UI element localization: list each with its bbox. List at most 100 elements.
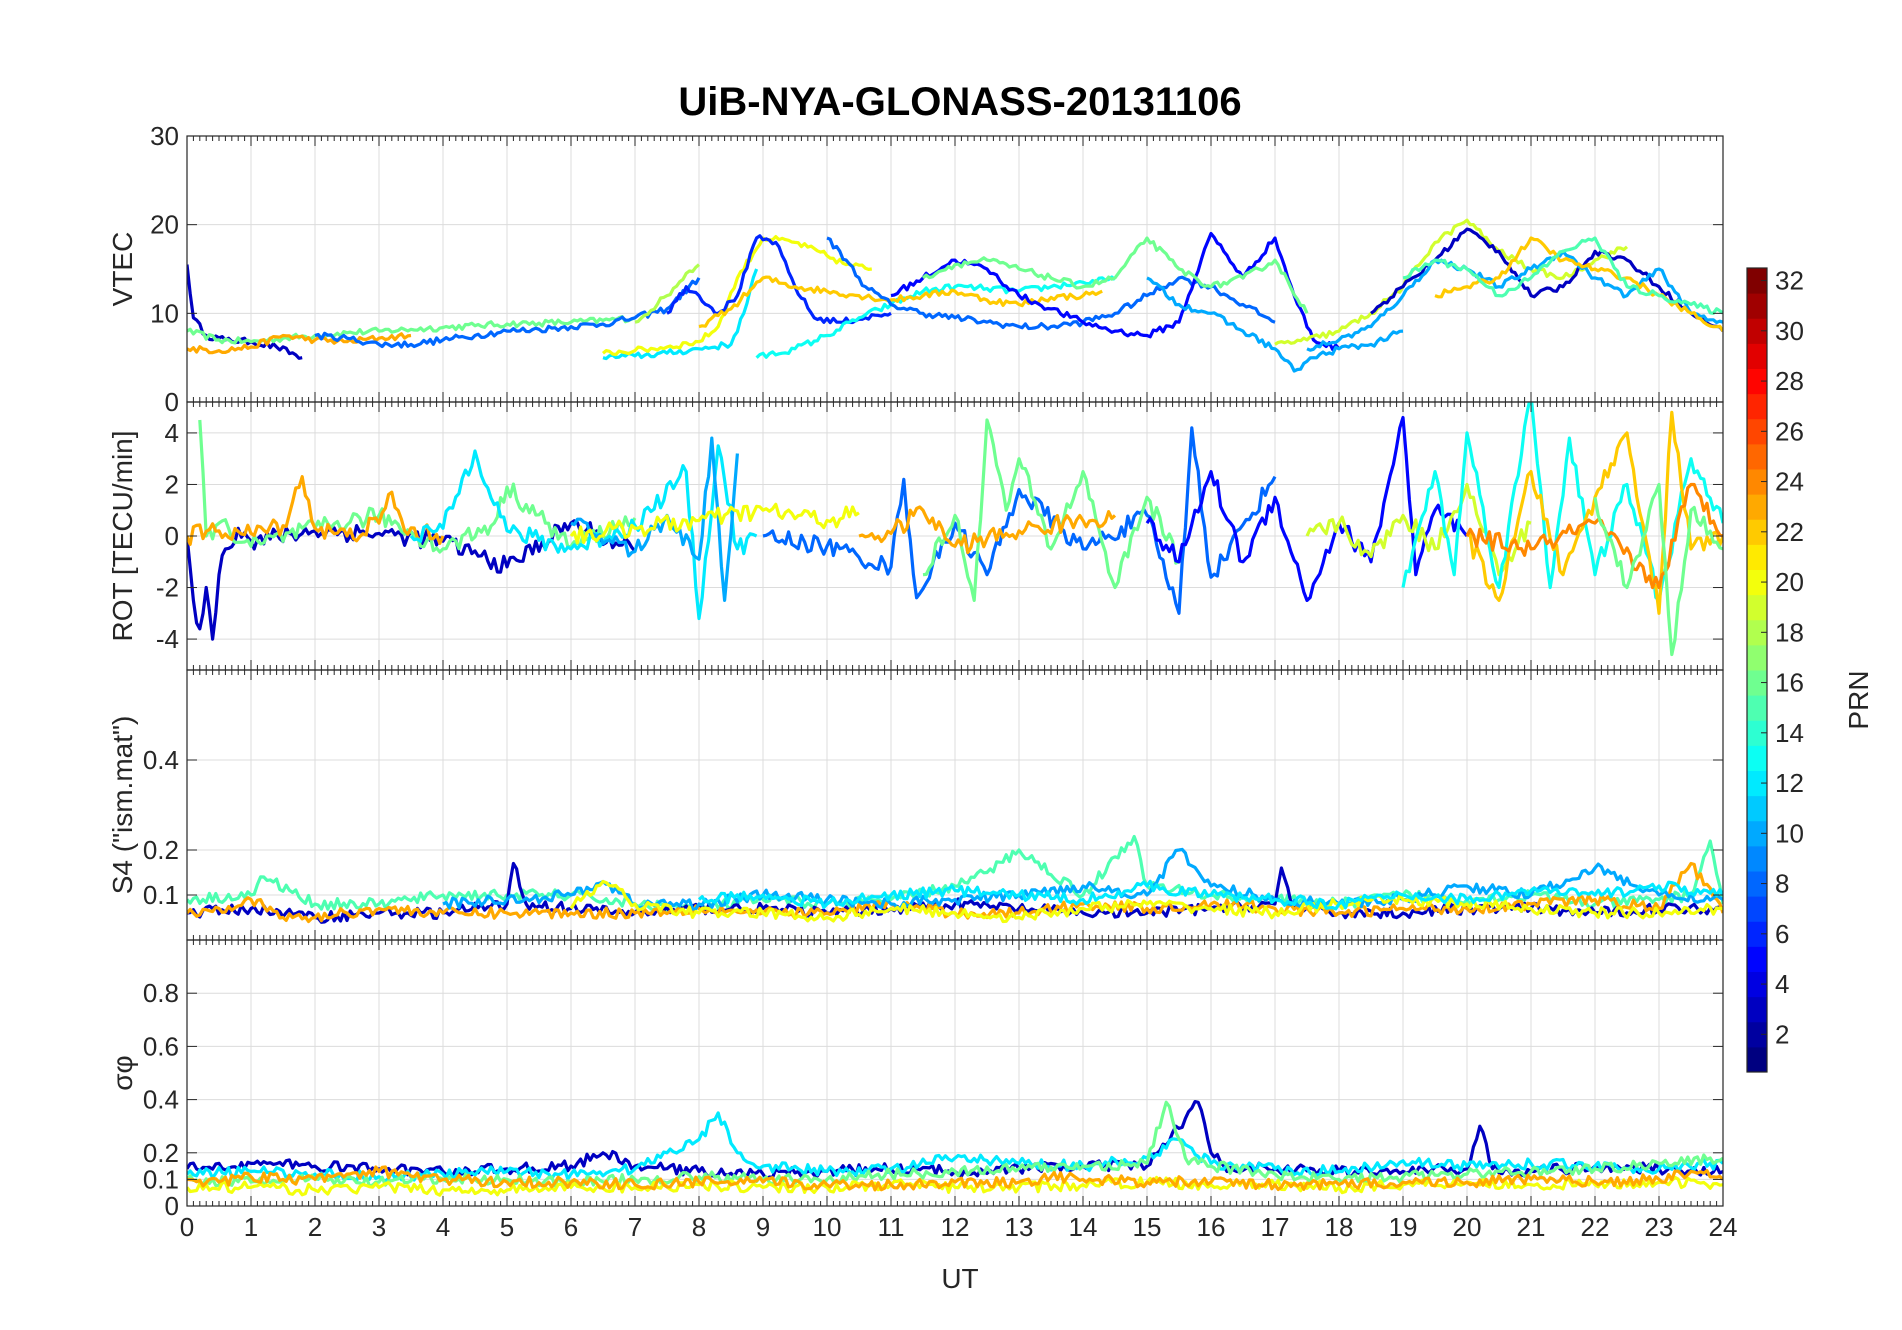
series-line-prn-16 — [921, 236, 1309, 314]
series-line-prn-12 — [187, 1111, 1723, 1183]
x-ticks — [186, 940, 1724, 1206]
series-line-prn-12 — [409, 444, 758, 621]
x-axis-label: UT — [941, 1263, 978, 1294]
series-line-prn-15 — [1402, 236, 1723, 315]
colorbar-swatch — [1747, 494, 1767, 520]
shared-x-axis: 0 1 2 3 4 5 6 7 8 9 10 11 12 13 14 15 16 17 18 19 20 21 22 23 24 — [180, 1212, 1738, 1242]
x-tick-label: 23 — [1645, 1212, 1674, 1242]
y-ticks: 0 10 20 30 — [150, 121, 1723, 417]
series-line-prn-8 — [762, 426, 1277, 615]
y-tick-label: 2 — [165, 469, 179, 499]
x-tick-label: 24 — [1709, 1212, 1738, 1242]
grid-lines — [186, 135, 1724, 403]
y-ticks: 00.10.2 0.4 0.6 0.8 — [143, 978, 1723, 1221]
x-tick-label: 8 — [692, 1212, 706, 1242]
y-tick-label: 10 — [150, 298, 179, 328]
series-line-prn-23 — [187, 475, 445, 546]
colorbar-tick-label: 16 — [1775, 668, 1804, 698]
colorbar-tick-label: 4 — [1775, 969, 1789, 999]
colorbar-swatch — [1747, 293, 1767, 319]
colorbar-frame — [1746, 267, 1768, 1073]
colorbar-swatch — [1747, 569, 1767, 596]
x-tick-label: 17 — [1261, 1212, 1290, 1242]
colorbar-tick-label: 18 — [1775, 617, 1804, 647]
x-tick-label: 15 — [1133, 1212, 1162, 1242]
colorbar-tick-label: 32 — [1775, 266, 1804, 296]
series-line-prn-18 — [634, 263, 701, 324]
colorbar-swatch — [1747, 644, 1767, 671]
colorbar-swatch — [1747, 544, 1767, 570]
colorbar-swatch — [1747, 845, 1767, 872]
y-tick-label: 4 — [165, 418, 179, 448]
colorbar-swatch — [1747, 343, 1767, 369]
colorbar-tick-label: 2 — [1775, 1019, 1789, 1049]
x-tick-label: 22 — [1581, 1212, 1610, 1242]
colorbar-tick-label: 26 — [1775, 416, 1804, 446]
colorbar-swatch — [1747, 971, 1767, 998]
colorbar-swatch — [1747, 619, 1767, 646]
colorbar-swatch — [1747, 393, 1767, 420]
colorbar-swatch — [1747, 368, 1767, 395]
x-tick-label: 13 — [1005, 1212, 1034, 1242]
series-line-prn-16 — [1593, 482, 1723, 657]
colorbar-tick-label: 14 — [1775, 718, 1804, 748]
colorbar-swatch — [1747, 1021, 1767, 1048]
y-axis-label: σφ — [107, 1055, 138, 1090]
y-tick-label: 0.8 — [143, 978, 179, 1008]
series-line-prn-19 — [1274, 218, 1629, 346]
y-axis-label: ROT [TECU/min] — [107, 430, 138, 641]
colorbar-label: PRN — [1843, 670, 1874, 729]
x-tick-label: 18 — [1325, 1212, 1354, 1242]
colorbar-swatch — [1747, 443, 1767, 470]
x-ticks — [186, 670, 1724, 940]
colorbar-tick-label: 22 — [1775, 517, 1804, 547]
panel-1: 0 10 20 30 VTEC — [107, 121, 1724, 417]
colorbar-tick-label: 24 — [1775, 467, 1804, 497]
colorbar-swatch — [1747, 996, 1767, 1023]
series-group — [187, 402, 1723, 657]
colorbar-tick-label: 30 — [1775, 316, 1804, 346]
series-line-prn-16 — [922, 418, 1180, 602]
y-axis-label: VTEC — [107, 232, 138, 307]
y-tick-label: 0.1 — [143, 880, 179, 910]
colorbar-swatch — [1747, 745, 1767, 771]
colorbar-swatch — [1747, 469, 1767, 495]
series-line-prn-10 — [1306, 249, 1723, 352]
colorbar-tick-label: 6 — [1775, 919, 1789, 949]
series-group — [187, 1100, 1723, 1197]
colorbar-swatch — [1747, 318, 1767, 344]
y-axis-label: S4 ("ism.mat") — [107, 716, 138, 895]
colorbar-swatch — [1747, 871, 1767, 897]
y-tick-label: 0 — [165, 387, 179, 417]
colorbar-swatch — [1747, 519, 1767, 545]
colorbar-swatch — [1747, 268, 1767, 294]
x-tick-label: 19 — [1389, 1212, 1418, 1242]
x-ticks — [186, 136, 1724, 402]
x-tick-label: 2 — [308, 1212, 322, 1242]
y-tick-label: 0.2 — [143, 1138, 179, 1168]
panel-3: 0.1 0.2 0.4S4 ("ism.mat") — [107, 669, 1724, 941]
x-tick-label: 16 — [1197, 1212, 1226, 1242]
panel-2: -4 -2 0 2 4 ROT [TECU/min] — [107, 401, 1724, 671]
series-line-prn-3 — [187, 264, 303, 360]
y-tick-label: 0 — [165, 521, 179, 551]
series-line-prn-19 — [1305, 482, 1532, 577]
y-tick-label: 0.2 — [143, 835, 179, 865]
series-group — [187, 218, 1723, 373]
x-tick-label: 7 — [628, 1212, 642, 1242]
colorbar-swatch — [1747, 946, 1767, 972]
colorbar-swatch — [1747, 594, 1767, 621]
y-ticks: 0.1 0.2 0.4 — [143, 745, 1723, 910]
x-tick-label: 9 — [756, 1212, 770, 1242]
series-line-prn-22 — [1434, 236, 1723, 332]
colorbar-tick-label: 28 — [1775, 366, 1804, 396]
y-tick-label: 0.1 — [143, 1164, 179, 1194]
y-tick-label: 0 — [165, 1191, 179, 1221]
series-line-prn-23 — [187, 1165, 1723, 1192]
x-tick-label: 6 — [564, 1212, 578, 1242]
colorbar-swatch — [1747, 770, 1767, 797]
colorbar-swatch — [1747, 1046, 1767, 1073]
panel-4: 00.10.2 0.4 0.6 0.8 σφ — [107, 939, 1724, 1221]
